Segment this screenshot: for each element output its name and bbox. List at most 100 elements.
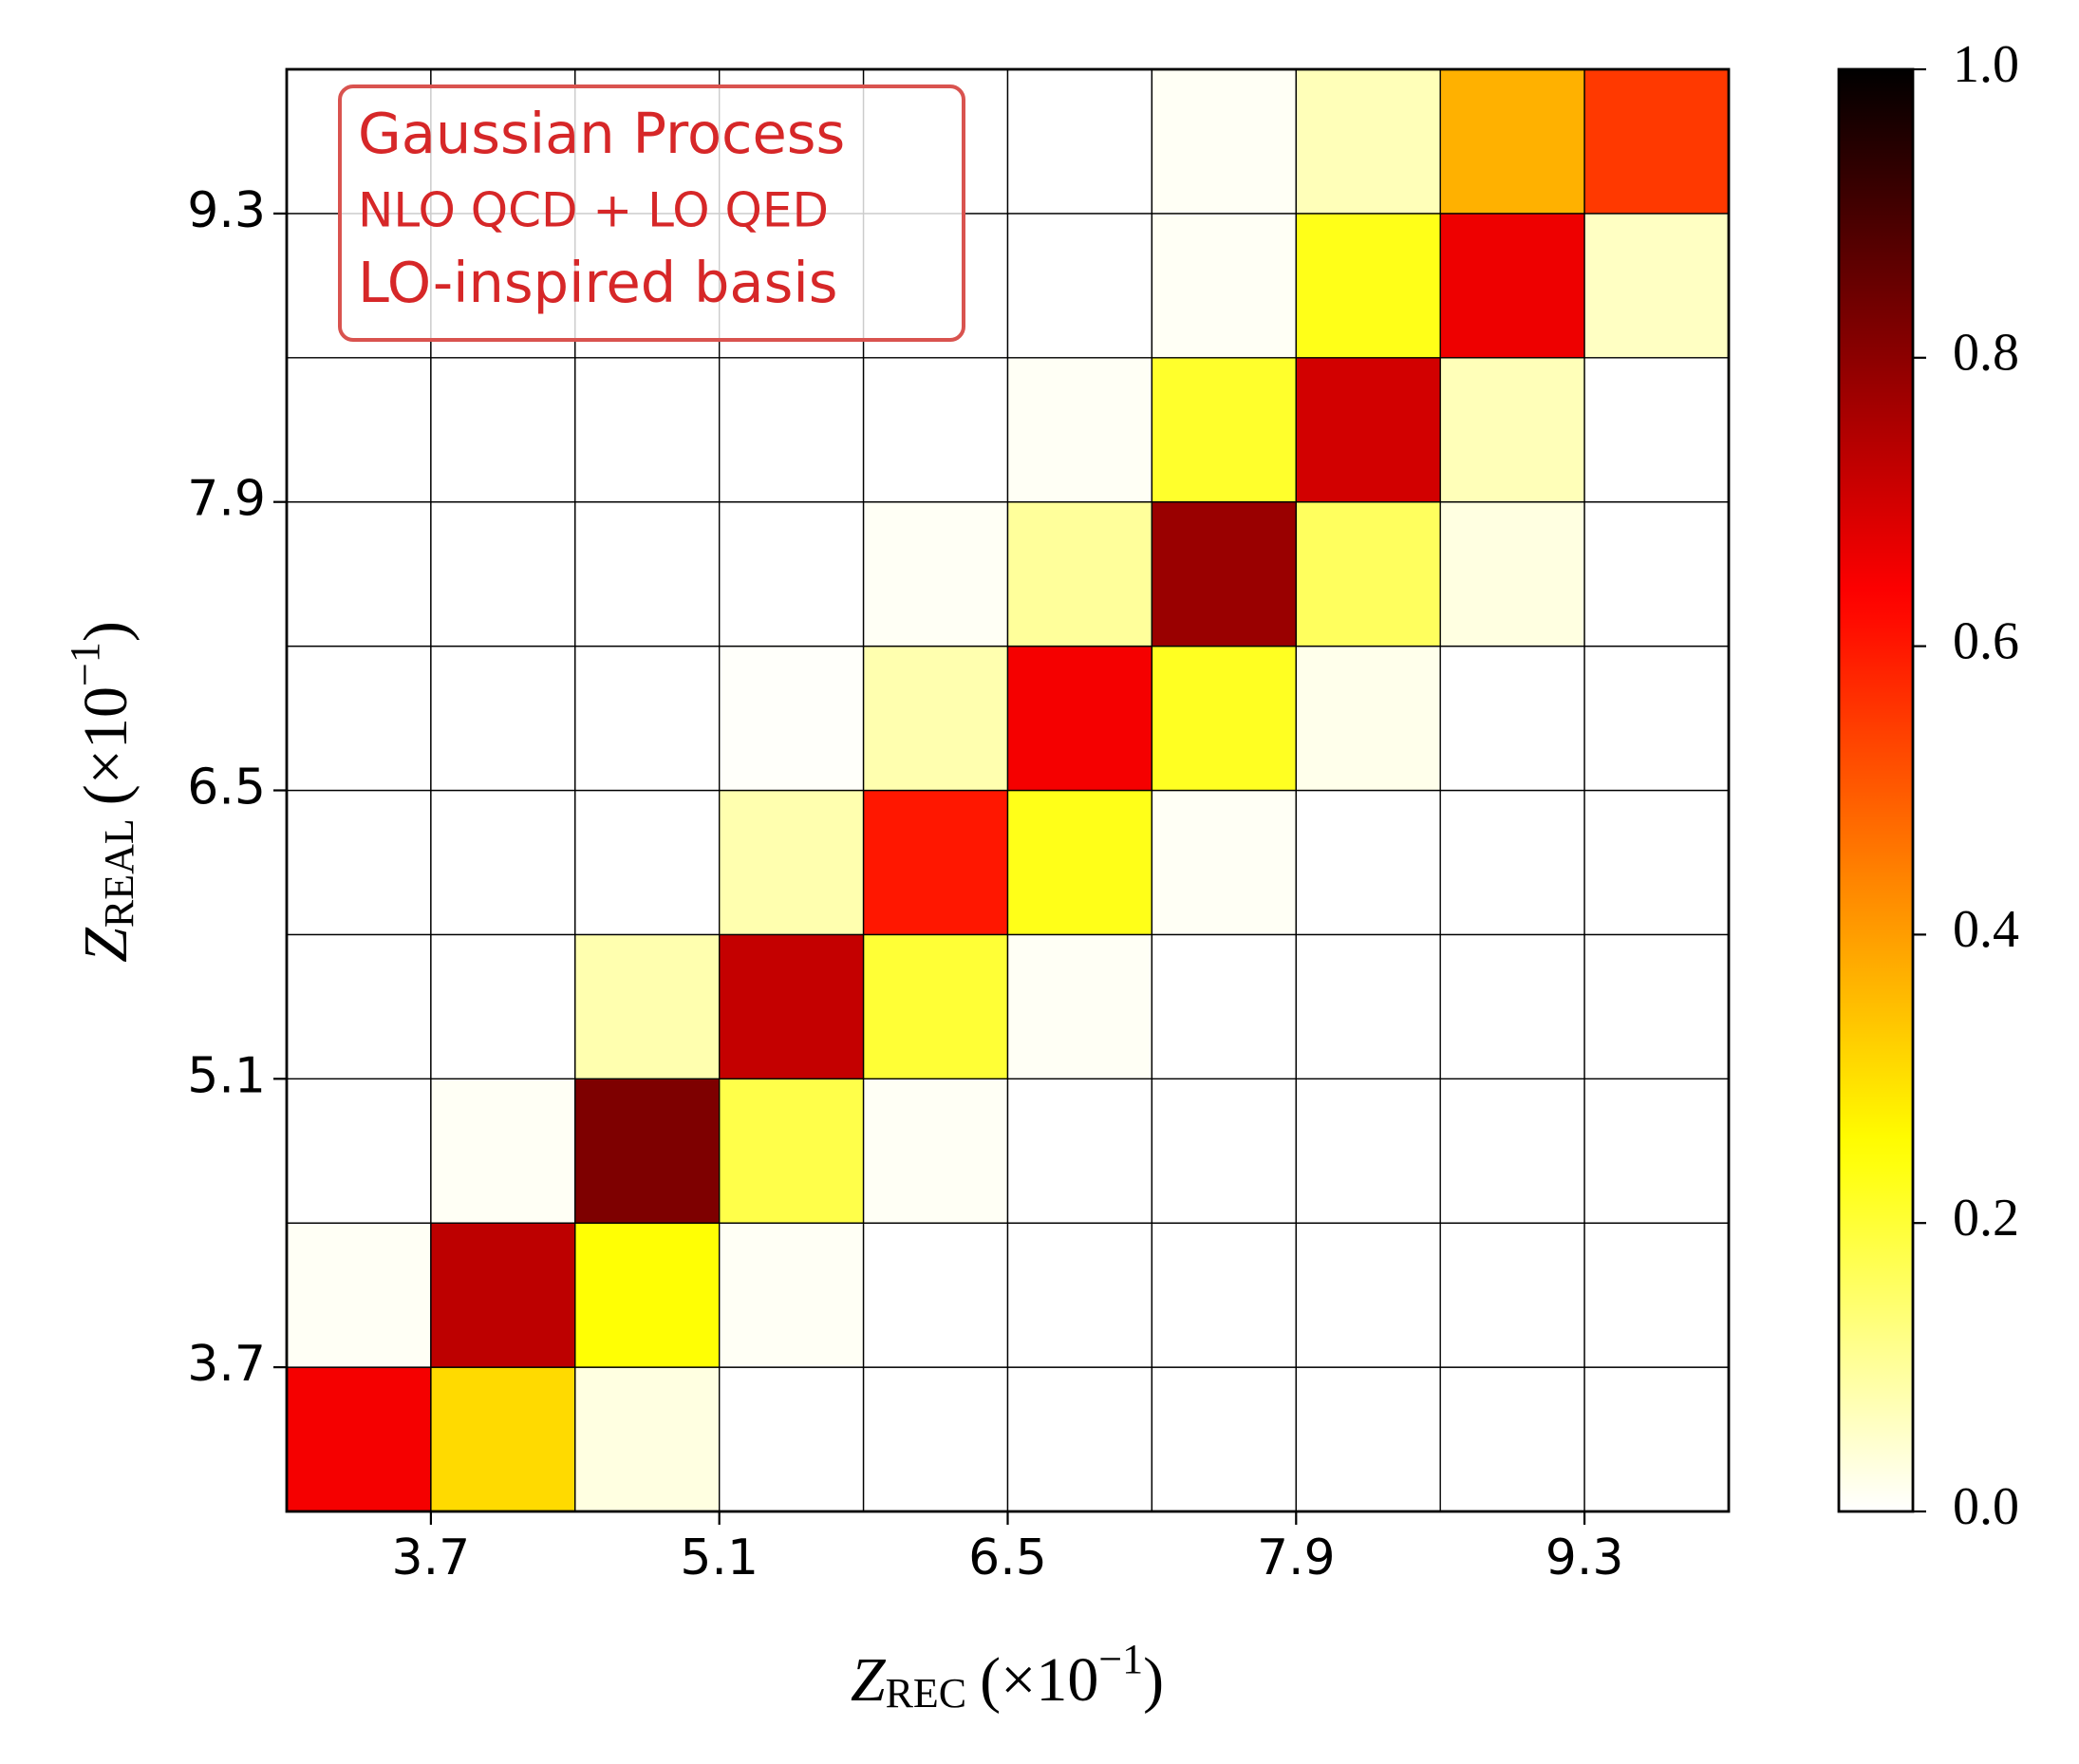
colorbar-tick-label: 0.4: [1953, 900, 2019, 959]
annotation-line: NLO QCD + LO QED: [358, 183, 829, 238]
y-tick-label: 3.7: [187, 1336, 266, 1393]
colorbar-tick-label: 0.6: [1953, 611, 2019, 670]
heatmap-cell: [1006, 357, 1153, 503]
heatmap-cell: [1583, 933, 1730, 1080]
heatmap-cell: [1583, 1366, 1730, 1512]
heatmap-cell: [1295, 933, 1441, 1080]
heatmap-cell: [719, 501, 865, 647]
y-tick-label: 6.5: [187, 760, 266, 816]
heatmap-cell: [1439, 68, 1585, 215]
heatmap-cell: [574, 933, 721, 1080]
heatmap-cell: [1151, 1366, 1298, 1512]
colorbar-tick-label: 0.2: [1953, 1189, 2019, 1248]
heatmap-cell: [719, 933, 865, 1080]
x-tick-label: 9.3: [1545, 1529, 1624, 1586]
label-factor: (×10: [980, 1645, 1098, 1715]
label-symbol: Z: [71, 927, 140, 963]
heatmap-cell: [430, 1078, 576, 1224]
heatmap-cell: [1006, 933, 1153, 1080]
annotation-line: Gaussian Process: [358, 101, 845, 166]
heatmap-cell: [286, 1222, 432, 1368]
colorbar-tick-label: 0.8: [1953, 324, 2019, 383]
heatmap-cell: [1439, 1222, 1585, 1368]
label-subscript: REC: [886, 1670, 967, 1717]
heatmap-cell: [286, 645, 432, 792]
label-close: ): [71, 621, 140, 642]
label-subscript: REAL: [96, 818, 142, 928]
label-exponent: −1: [1098, 1636, 1143, 1682]
heatmap-cell: [719, 789, 865, 936]
heatmap-cell: [1151, 501, 1298, 647]
heatmap-cell: [1295, 213, 1441, 359]
heatmap-cell: [1006, 68, 1153, 215]
heatmap-cell: [862, 1366, 1009, 1512]
heatmap-cell: [1151, 1078, 1298, 1224]
heatmap-cell: [574, 1078, 721, 1224]
heatmap-cell: [1151, 1222, 1298, 1368]
heatmap-cell: [1295, 645, 1441, 792]
heatmap-cell: [1006, 1222, 1153, 1368]
heatmap-cell: [1583, 68, 1730, 215]
heatmap-cell: [1295, 1366, 1441, 1512]
heatmap-cell: [1583, 1222, 1730, 1368]
heatmap-cell: [1439, 357, 1585, 503]
heatmap-cell: [430, 1222, 576, 1368]
heatmap-cell: [430, 357, 576, 503]
heatmap-cell: [1295, 68, 1441, 215]
heatmap-cell: [1151, 68, 1298, 215]
heatmap-cell: [1006, 213, 1153, 359]
heatmap-cell: [574, 645, 721, 792]
heatmap-cell: [719, 1078, 865, 1224]
heatmap-cell: [862, 1222, 1009, 1368]
heatmap-cell: [1439, 1078, 1585, 1224]
x-tick-label: 3.7: [392, 1529, 471, 1586]
heatmap-cell: [1295, 1078, 1441, 1224]
heatmap-cell: [719, 357, 865, 503]
heatmap-cell: [1295, 357, 1441, 503]
heatmap-cell: [574, 789, 721, 936]
heatmap-cell: [1151, 213, 1298, 359]
heatmap-cell: [1439, 933, 1585, 1080]
label-symbol: Z: [851, 1645, 887, 1715]
heatmap-cell: [430, 789, 576, 936]
heatmap-cell: [1006, 789, 1153, 936]
heatmap-cell: [719, 1222, 865, 1368]
heatmap-cell: [430, 645, 576, 792]
x-axis-label: ZREC (×10−1): [851, 1636, 1164, 1717]
label-exponent: −1: [62, 642, 108, 686]
x-tick-label: 6.5: [968, 1529, 1047, 1586]
heatmap-cell: [1439, 213, 1585, 359]
heatmap-cell: [286, 357, 432, 503]
heatmap-cell: [1295, 1222, 1441, 1368]
heatmap-cell: [862, 645, 1009, 792]
heatmap-cell: [1583, 1078, 1730, 1224]
colorbar: [1837, 67, 1915, 1513]
heatmap-cell: [1151, 933, 1298, 1080]
heatmap-cell: [1151, 645, 1298, 792]
x-tick-label: 5.1: [680, 1529, 759, 1586]
y-tick-label: 7.9: [187, 471, 266, 528]
heatmap-cell: [1006, 501, 1153, 647]
heatmap-cell: [1006, 1366, 1153, 1512]
label-close: ): [1143, 1645, 1164, 1715]
heatmap-cell: [286, 933, 432, 1080]
heatmap-cell: [862, 1078, 1009, 1224]
heatmap-cell: [1295, 789, 1441, 936]
heatmap-cell: [719, 645, 865, 792]
heatmap-cell: [430, 501, 576, 647]
annotation-line: LO-inspired basis: [358, 250, 837, 315]
heatmap-cell: [1439, 501, 1585, 647]
heatmap-cell: [719, 1366, 865, 1512]
heatmap-cell: [1583, 645, 1730, 792]
heatmap-cell: [862, 357, 1009, 503]
heatmap-cell: [1006, 1078, 1153, 1224]
heatmap-cell: [430, 1366, 576, 1512]
heatmap-cell: [1583, 357, 1730, 503]
heatmap-cell: [286, 1366, 432, 1512]
colorbar-tick-label: 1.0: [1953, 35, 2019, 94]
heatmap-cell: [862, 789, 1009, 936]
heatmap-cell: [1583, 789, 1730, 936]
heatmap-cell: [574, 1222, 721, 1368]
heatmap-cell: [430, 933, 576, 1080]
